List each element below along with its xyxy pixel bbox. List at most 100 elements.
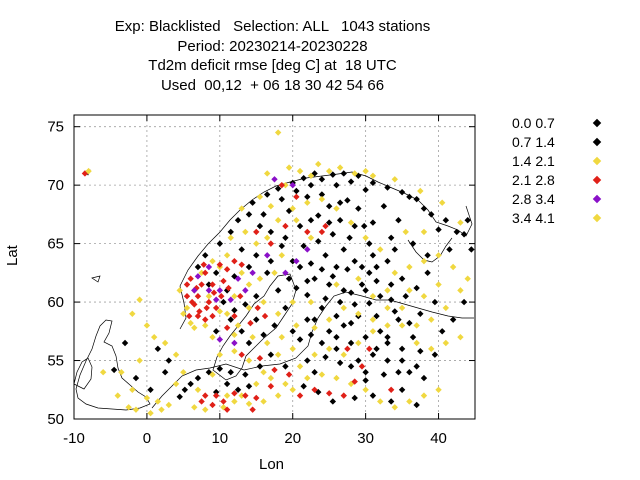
station-point-3	[129, 310, 136, 317]
station-point-3	[238, 392, 245, 399]
station-point-5	[216, 287, 224, 294]
station-point-1	[318, 266, 326, 273]
station-point-3	[187, 319, 194, 327]
station-point-3	[296, 363, 304, 370]
station-point-1	[318, 176, 326, 183]
station-point-4	[256, 355, 264, 362]
legend-label: 2.1 2.8	[512, 172, 555, 188]
station-point-4	[304, 228, 311, 236]
station-point-4	[216, 261, 224, 268]
station-point-5	[212, 296, 220, 303]
station-point-3	[449, 263, 457, 271]
station-point-1	[360, 222, 368, 230]
station-point-3	[413, 339, 420, 347]
station-point-2	[329, 273, 337, 280]
station-point-2	[212, 269, 220, 277]
station-point-3	[391, 269, 398, 277]
station-point-4	[198, 281, 205, 288]
station-point-4	[253, 394, 260, 402]
station-point-2	[234, 217, 242, 224]
chart-title: Exp: Blacklisted Selection: ALL 1043 sta…	[0, 17, 545, 95]
station-point-4	[387, 386, 395, 393]
station-point-3	[391, 176, 398, 183]
station-point-1	[325, 328, 333, 335]
station-point-3	[355, 275, 362, 282]
station-point-3	[231, 293, 238, 300]
station-point-3	[209, 257, 216, 265]
station-point-3	[304, 199, 311, 206]
station-point-4	[223, 324, 231, 331]
station-point-1	[231, 307, 238, 314]
station-point-3	[369, 316, 377, 323]
station-point-1	[296, 336, 304, 343]
station-point-1	[362, 369, 369, 376]
station-point-1	[460, 298, 468, 306]
station-point-1	[413, 401, 420, 409]
station-point-1	[293, 187, 300, 195]
station-point-2	[442, 217, 450, 224]
station-point-2	[413, 195, 420, 203]
station-point-4	[261, 312, 269, 320]
station-point-3	[264, 339, 271, 347]
station-point-4	[209, 401, 216, 409]
station-point-1	[336, 298, 344, 306]
station-point-4	[267, 383, 275, 390]
station-point-3	[384, 304, 391, 312]
station-point-6	[85, 167, 92, 175]
station-point-2	[318, 304, 326, 312]
station-point-1	[260, 211, 267, 218]
station-point-1	[431, 298, 439, 306]
station-point-1	[307, 331, 315, 339]
station-point-2	[369, 179, 377, 187]
station-point-3	[245, 357, 253, 364]
station-point-3	[384, 287, 391, 294]
station-point-1	[384, 333, 391, 341]
station-point-1	[325, 281, 333, 288]
station-point-5	[264, 252, 271, 259]
station-point-1	[212, 328, 220, 335]
station-point-1	[289, 257, 296, 265]
station-point-1	[362, 333, 369, 341]
station-point-1	[391, 308, 398, 315]
station-point-2	[242, 301, 249, 308]
title-line-2: Period: 20230214-20230228	[177, 37, 368, 55]
station-point-1	[285, 207, 293, 215]
station-point-1	[369, 351, 377, 358]
station-point-1	[398, 275, 406, 282]
station-point-1	[387, 234, 395, 241]
station-point-3	[435, 281, 442, 288]
station-point-1	[300, 383, 307, 390]
legend-label: 3.4 4.1	[512, 210, 555, 226]
station-point-4	[210, 289, 218, 296]
station-point-4	[183, 293, 191, 300]
station-point-1	[435, 226, 442, 233]
station-point-3	[333, 374, 340, 382]
station-point-1	[424, 269, 431, 277]
y-axis-label: Lat	[4, 245, 21, 266]
station-point-4	[194, 312, 202, 320]
station-point-4	[351, 378, 358, 385]
station-point-2	[373, 277, 380, 285]
coastline	[73, 169, 474, 411]
station-point-3	[355, 339, 362, 347]
y-tick-label: 65	[47, 236, 64, 253]
station-point-5	[227, 296, 234, 303]
station-point-4	[212, 304, 220, 312]
station-point-1	[402, 293, 409, 300]
station-point-3	[420, 293, 428, 300]
station-point-4	[249, 406, 256, 413]
station-point-6	[264, 170, 271, 177]
station-point-4	[202, 316, 209, 323]
station-point-3	[274, 217, 282, 224]
station-point-3	[136, 357, 143, 364]
station-point-3	[311, 324, 318, 331]
station-point-1	[311, 369, 318, 376]
station-point-1	[464, 217, 471, 224]
x-tick-label: 30	[357, 430, 374, 447]
station-point-2	[194, 263, 202, 271]
station-point-1	[264, 269, 271, 277]
station-point-4	[185, 312, 193, 320]
title-line-1: Exp: Blacklisted Selection: ALL 1043 sta…	[114, 18, 431, 35]
station-point-3	[260, 369, 267, 376]
station-point-4	[311, 386, 318, 393]
